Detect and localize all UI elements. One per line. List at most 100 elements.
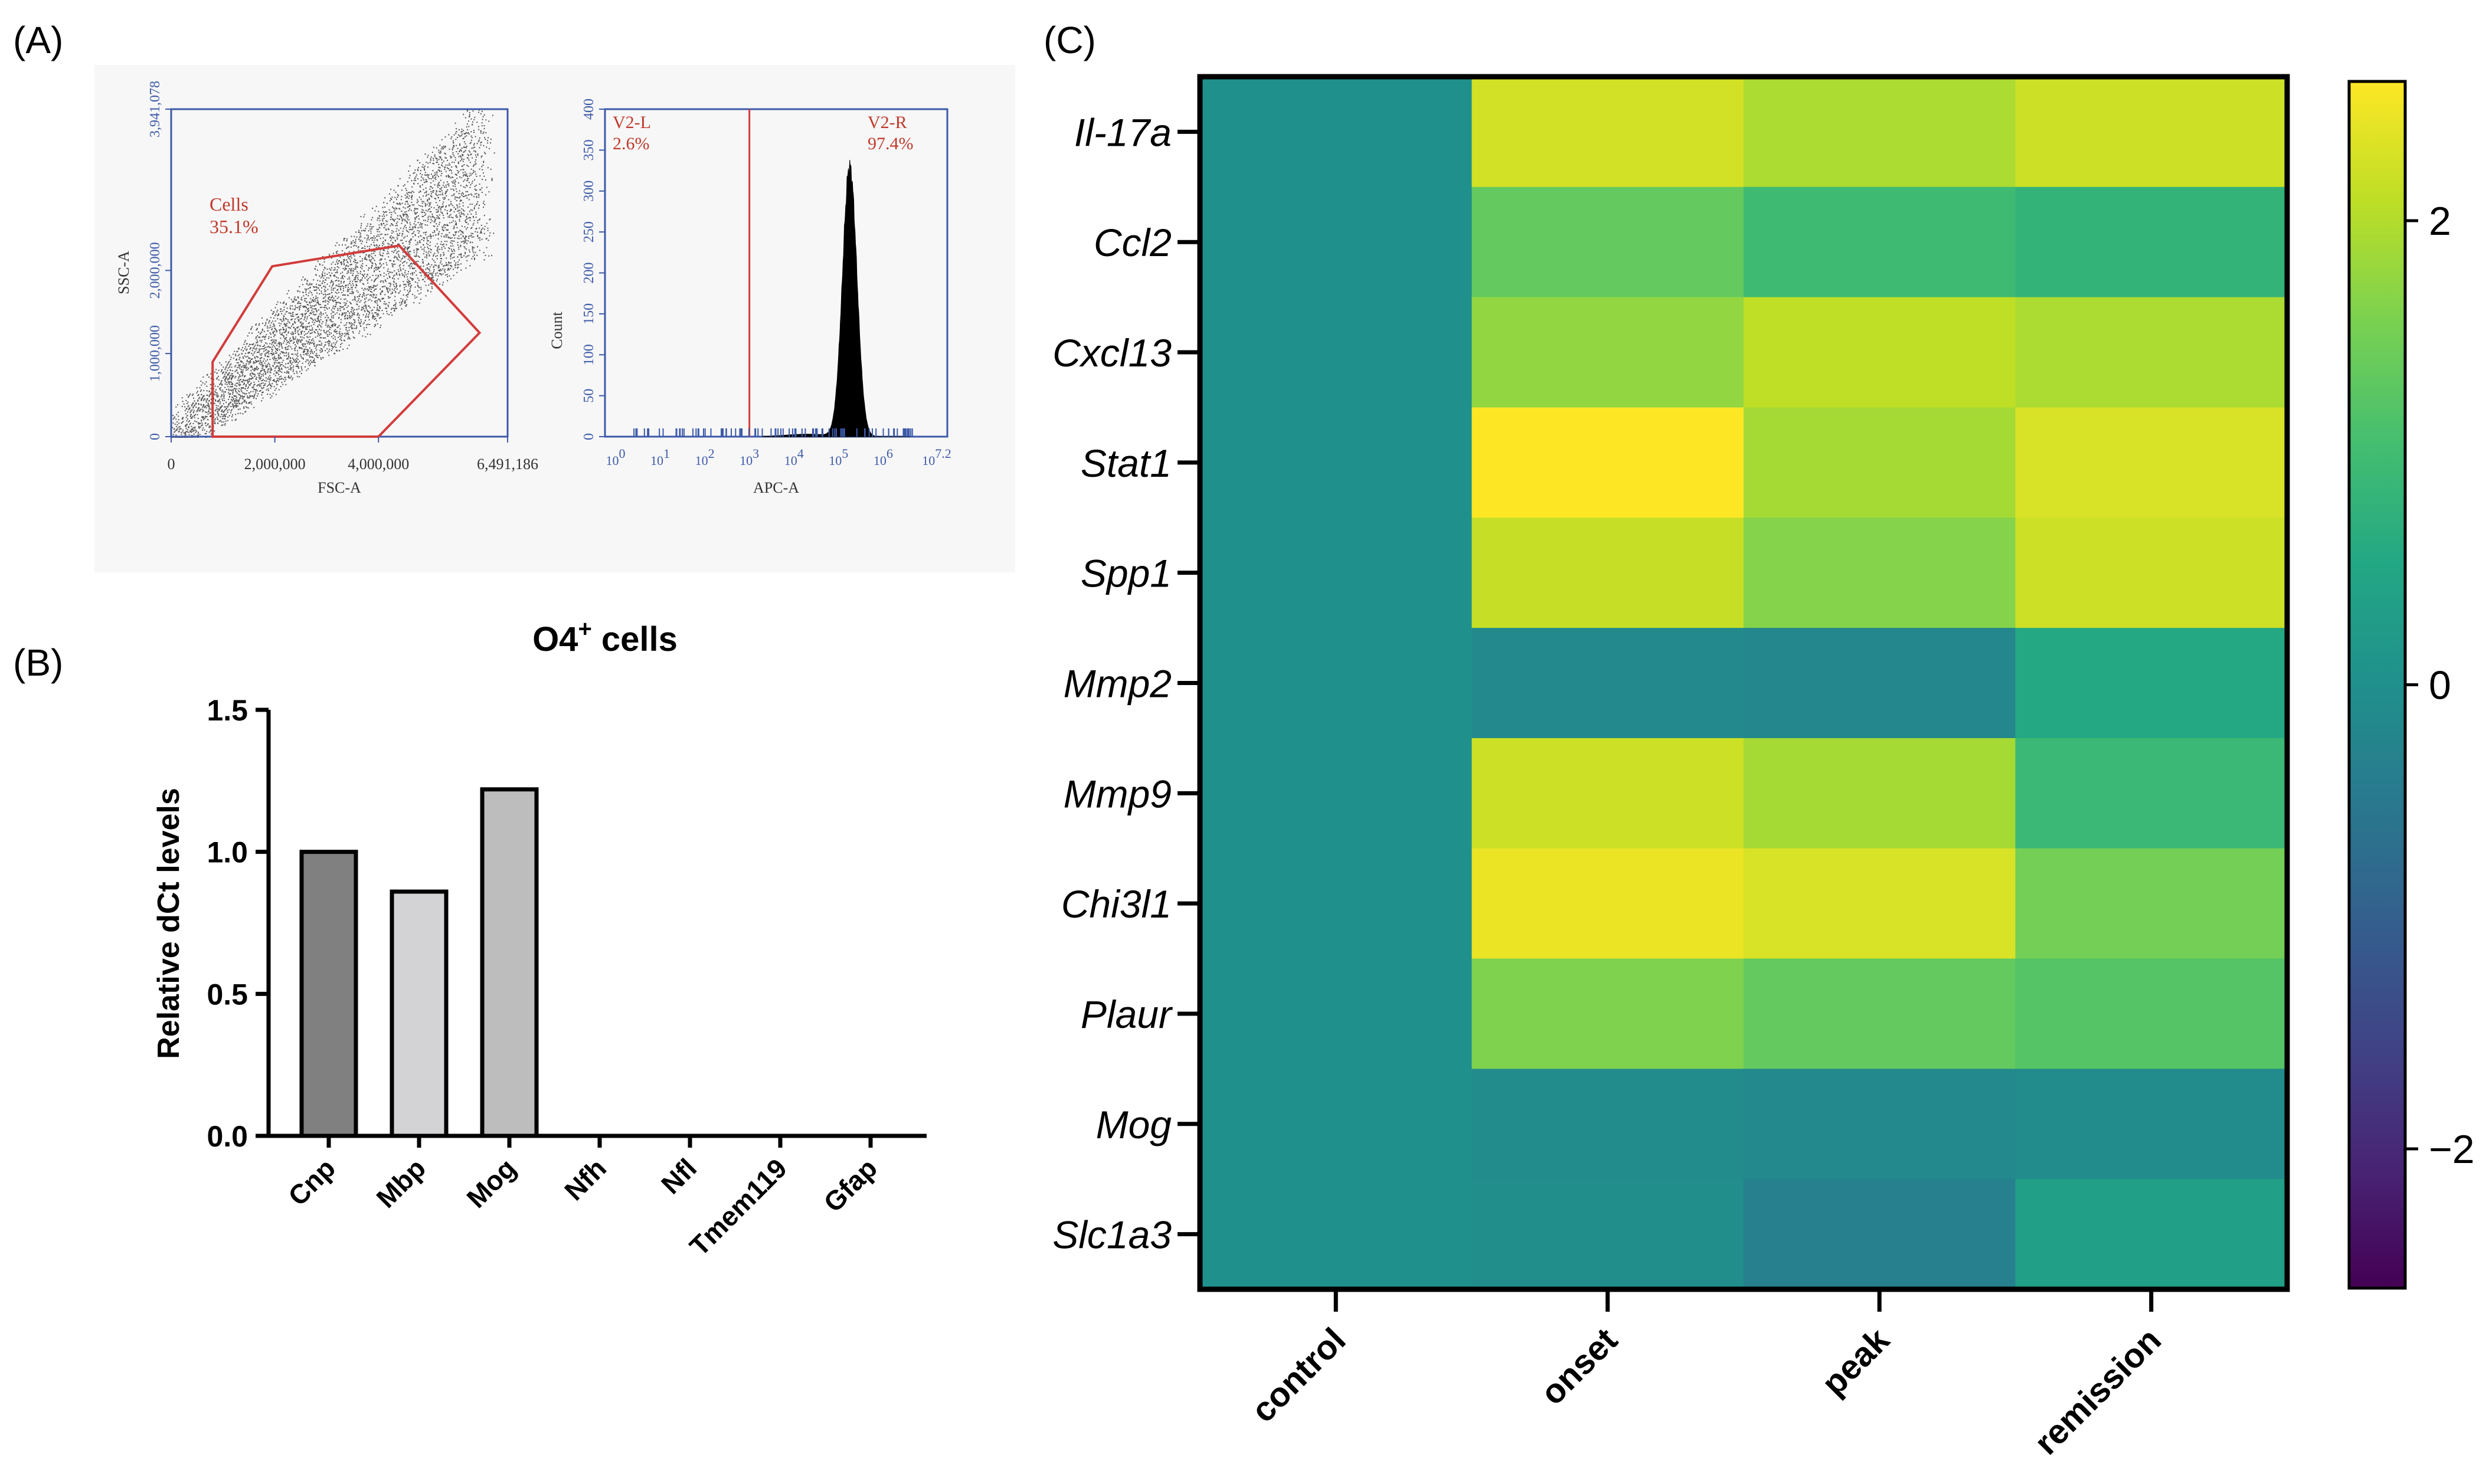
gate-right-name: V2-R (868, 113, 907, 132)
scatter-y-tick-label: 1,000,000 (148, 325, 163, 382)
histogram-y-tick-label: 350 (581, 139, 597, 160)
heatmap-cell (2015, 517, 2288, 629)
histogram-series (762, 159, 910, 437)
heatmap-row-label: Slc1a3 (1052, 1213, 1172, 1257)
histogram-x-tick-base: 10 (829, 453, 842, 468)
histogram-x-tick-base: 10 (874, 453, 887, 468)
histogram-x-tick-exponent: 4 (797, 446, 804, 461)
histogram-x-tick-exponent: 6 (887, 446, 893, 461)
heatmap-cell (1200, 848, 1473, 959)
heatmap-column-label: onset (1533, 1321, 1625, 1412)
histogram-x-tick-label: 105 (829, 446, 848, 468)
histogram-y-tick-label: 0 (581, 433, 597, 440)
heatmap-cell (1471, 1179, 1744, 1290)
bar-chart-title: O4+ cells (532, 616, 678, 659)
histogram-x-tick-exponent: 7.2 (935, 446, 951, 461)
heatmap-cell (2015, 186, 2288, 298)
scatter-y-axis-label: SSC-A (115, 251, 132, 294)
heatmap-cell (1200, 517, 1473, 629)
heatmap-cell (1744, 407, 2016, 519)
scatter-y-ticks: 0 1,000,000 2,000,000 3,941,078 (148, 81, 171, 440)
gate-left-percent: 2.6% (613, 134, 650, 153)
cells-gate-name: Cells (210, 194, 248, 215)
bar-y-tick-label: 1.0 (207, 836, 248, 869)
bar-x-tick-label: Mog (460, 1152, 522, 1214)
heatmap-cell (2015, 628, 2288, 739)
heatmap-row-label: Mmp2 (1064, 662, 1172, 706)
histogram-rug-marks (633, 428, 913, 437)
bar-title-main: O4 (532, 620, 578, 659)
scatter-plot-background (94, 65, 1015, 572)
histogram-x-tick-base: 10 (606, 453, 619, 468)
bar-x-tick-label: Gfap (817, 1152, 883, 1218)
histogram-y-tick-label: 50 (581, 389, 597, 403)
histogram-x-axis-label: APC-A (753, 479, 799, 496)
heatmap-cell (1744, 848, 2016, 959)
histogram-x-tick-exponent: 0 (619, 446, 626, 461)
heatmap-cell (2015, 297, 2288, 408)
heatmap-cell (1744, 628, 2016, 739)
gate-left-name: V2-L (613, 113, 651, 132)
heatmap-cell (1744, 738, 2016, 849)
bar-x-tick-label: Cnp (282, 1152, 341, 1211)
heatmap-cell (1200, 628, 1473, 739)
scatter-points (171, 109, 495, 438)
scatter-y-tick-label: 2,000,000 (148, 242, 163, 299)
histogram-y-tick-label: 300 (581, 181, 597, 202)
histogram-x-tick-base: 10 (784, 453, 797, 468)
heatmap-cell (1744, 1069, 2016, 1180)
bar-y-tick-label: 1.5 (207, 694, 248, 727)
heatmap-cell (1744, 958, 2016, 1070)
heatmap-row-labels: Il-17a Ccl2 Cxcl13 Stat1 Spp1 Mmp2 Mmp9 Chi3l1 P… (1052, 110, 1200, 1257)
scatter-y-tick-label: 3,941,078 (148, 81, 163, 137)
heatmap-row-label: Mmp9 (1064, 772, 1172, 815)
histogram-x-tick-base: 10 (922, 453, 935, 468)
bar-x-tick-label: Nfl (655, 1152, 702, 1200)
bar-x-tick-label: Tmem119 (683, 1152, 793, 1262)
histogram-x-tick-base: 10 (650, 453, 663, 468)
histogram-x-tick-base: 10 (740, 453, 753, 468)
scatter-x-tick-label: 6,491,186 (477, 456, 538, 473)
scatter-x-tick-label: 4,000,000 (348, 456, 409, 473)
heatmap-row-label: Mog (1096, 1103, 1172, 1146)
histogram-y-tick-label: 100 (581, 344, 597, 365)
heatmap-cell (1471, 517, 1744, 629)
bar-title-suffix: cells (592, 620, 678, 659)
panel-label-c: (C) (1044, 19, 1096, 61)
histogram-x-tick-base: 10 (695, 453, 708, 468)
heatmap-column-label: remission (2027, 1321, 2169, 1462)
histogram-x-ticks: 100 101 102 103 104 105 106 107.2 (606, 446, 951, 468)
histogram-y-ticks: 0 50 100 150 200 250 300 350 400 (581, 99, 605, 440)
bar-y-axis-label: Relative dCt levels (152, 788, 186, 1059)
scatter-x-axis-label: FSC-A (318, 479, 361, 496)
heatmap-cell (1200, 186, 1473, 298)
heatmap-cell (2015, 848, 2288, 959)
histogram-x-tick-label: 106 (874, 446, 893, 468)
heatmap-cell (1471, 1069, 1744, 1180)
heatmap-cell (1471, 628, 1744, 739)
heatmap-cell (1200, 1179, 1473, 1290)
histogram-x-tick-label: 104 (784, 446, 804, 468)
histogram-y-tick-label: 150 (581, 303, 597, 325)
histogram-y-axis-label: Count (548, 311, 565, 349)
heatmap-cell (1200, 77, 1473, 188)
histogram-x-tick-label: 103 (740, 446, 759, 468)
bar-mbp (390, 889, 449, 1138)
panel-label-b: (B) (13, 641, 63, 684)
bar-y-tick-label: 0.0 (207, 1120, 248, 1153)
heatmap-cell (1744, 1179, 2016, 1290)
bar-cnp (299, 850, 358, 1138)
histogram-x-tick-label: 101 (650, 446, 670, 468)
histogram-y-tick-label: 250 (581, 221, 597, 243)
scatter-x-tick-label: 0 (168, 456, 175, 473)
histogram-rug (633, 428, 913, 437)
histogram-plot: V2-L 2.6% V2-R 97.4% 100 101 102 103 104 105 1… (548, 99, 951, 496)
heatmap-cell (1744, 517, 2016, 629)
bar-mog (480, 787, 539, 1138)
heatmap-column-label: peak (1814, 1321, 1897, 1403)
histogram-x-tick-exponent: 2 (708, 446, 715, 461)
histogram-x-tick-exponent: 1 (663, 446, 670, 461)
heatmap-cell (1200, 1069, 1473, 1180)
heatmap-row-label: Cxcl13 (1052, 331, 1172, 375)
